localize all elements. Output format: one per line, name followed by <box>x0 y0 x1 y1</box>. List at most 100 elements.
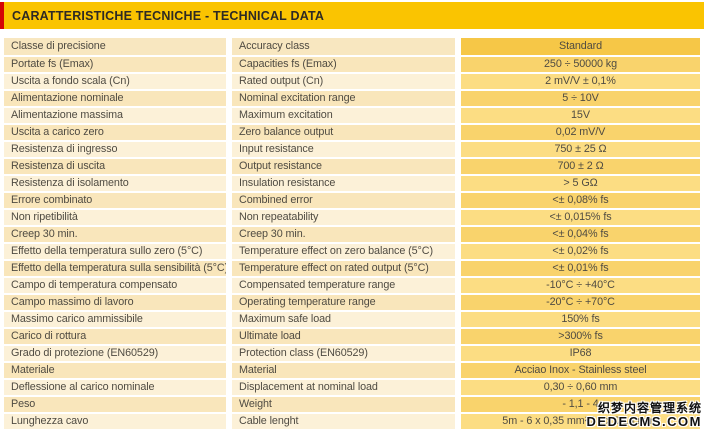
column-gap <box>455 227 461 244</box>
column-gap <box>455 176 461 193</box>
title-bar: CARATTERISTICHE TECNICHE - TECHNICAL DAT… <box>4 2 704 29</box>
column-gap <box>226 159 232 176</box>
row-label-english: Input resistance <box>232 142 455 159</box>
row-label-italian: Campo di temperatura compensato <box>4 278 226 295</box>
row-label-english: Compensated temperature range <box>232 278 455 295</box>
spec-table-header-row: Classe di precisione Accuracy class Stan… <box>4 38 700 57</box>
column-gap <box>226 397 232 414</box>
row-label-english: Creep 30 min. <box>232 227 455 244</box>
column-gap <box>455 278 461 295</box>
row-value: -10°C ÷ +40°C <box>461 278 700 295</box>
column-header-english: Accuracy class <box>232 38 455 57</box>
row-label-english: Maximum excitation <box>232 108 455 125</box>
column-gap <box>226 261 232 278</box>
table-row: Uscita a carico zero Zero balance output 0… <box>4 125 700 142</box>
table-row: Materiale Material Acciao Inox - Stainless… <box>4 363 700 380</box>
column-header-italian: Classe di precisione <box>4 38 226 57</box>
column-gap <box>455 244 461 261</box>
row-value: <± 0,015% fs <box>461 210 700 227</box>
row-label-italian: Massimo carico ammissibile <box>4 312 226 329</box>
column-gap <box>226 312 232 329</box>
row-label-italian: Lunghezza cavo <box>4 414 226 431</box>
row-label-english: Temperature effect on zero balance (5°C) <box>232 244 455 261</box>
row-value: -20°C ÷ +70°C <box>461 295 700 312</box>
row-value: 2 mV/V ± 0,1% <box>461 74 700 91</box>
row-value: 0,30 ÷ 0,60 mm <box>461 380 700 397</box>
row-value: 700 ± 2 Ω <box>461 159 700 176</box>
row-value: <± 0,01% fs <box>461 261 700 278</box>
row-value: 5m - 6 x 0,35 mm² / 6 x 0,14 mm² <box>461 414 700 431</box>
row-label-italian: Campo massimo di lavoro <box>4 295 226 312</box>
column-gap <box>455 363 461 380</box>
column-gap <box>226 227 232 244</box>
column-gap <box>455 346 461 363</box>
table-row: Carico di rottura Ultimate load >300% fs <box>4 329 700 346</box>
column-gap <box>455 397 461 414</box>
watermark: 织梦内容管理系统 DEDECMS.COM <box>587 401 702 429</box>
row-value: IP68 <box>461 346 700 363</box>
row-label-english: Material <box>232 363 455 380</box>
row-label-italian: Alimentazione nominale <box>4 91 226 108</box>
row-label-italian: Portate fs (Emax) <box>4 57 226 74</box>
column-gap <box>455 142 461 159</box>
row-label-italian: Effetto della temperatura sulla sensibil… <box>4 261 226 278</box>
row-value: <± 0,08% fs <box>461 193 700 210</box>
column-gap <box>455 91 461 108</box>
column-gap <box>455 329 461 346</box>
column-gap <box>455 57 461 74</box>
table-row: Campo massimo di lavoro Operating tempera… <box>4 295 700 312</box>
table-row: Campo di temperatura compensato Compensat… <box>4 278 700 295</box>
row-value: >300% fs <box>461 329 700 346</box>
row-label-english: Output resistance <box>232 159 455 176</box>
row-label-italian: Carico di rottura <box>4 329 226 346</box>
column-gap <box>455 414 461 431</box>
row-value: 0,02 mV/V <box>461 125 700 142</box>
column-gap <box>226 346 232 363</box>
table-row: Resistenza di uscita Output resistance 700… <box>4 159 700 176</box>
spec-table: Classe di precisione Accuracy class Stan… <box>4 38 700 431</box>
column-gap <box>226 380 232 397</box>
column-gap <box>455 108 461 125</box>
row-label-english: Rated output (Cn) <box>232 74 455 91</box>
column-gap <box>226 38 232 57</box>
row-label-english: Cable lenght <box>232 414 455 431</box>
column-gap <box>455 193 461 210</box>
row-label-english: Capacities fs (Emax) <box>232 57 455 74</box>
row-label-italian: Resistenza di isolamento <box>4 176 226 193</box>
table-row: Massimo carico ammissibile Maximum safe l… <box>4 312 700 329</box>
column-gap <box>455 159 461 176</box>
table-row: Grado di protezione (EN60529) Protection … <box>4 346 700 363</box>
row-value: 15V <box>461 108 700 125</box>
column-gap <box>455 261 461 278</box>
row-label-english: Ultimate load <box>232 329 455 346</box>
row-label-english: Operating temperature range <box>232 295 455 312</box>
row-label-italian: Deflessione al carico nominale <box>4 380 226 397</box>
row-label-italian: Creep 30 min. <box>4 227 226 244</box>
row-label-italian: Materiale <box>4 363 226 380</box>
row-label-english: Temperature effect on rated output (5°C) <box>232 261 455 278</box>
row-value: - 1,1 - 4 <box>461 397 700 414</box>
column-gap <box>226 295 232 312</box>
row-label-english: Non repeatability <box>232 210 455 227</box>
table-row: Portate fs (Emax) Capacities fs (Emax) 250… <box>4 57 700 74</box>
column-gap <box>226 176 232 193</box>
row-label-english: Weight <box>232 397 455 414</box>
table-row: Uscita a fondo scala (Cn) Rated output (C… <box>4 74 700 91</box>
table-row: Creep 30 min. Creep 30 min. <± 0,04% fs <box>4 227 700 244</box>
row-label-english: Zero balance output <box>232 125 455 142</box>
column-gap <box>455 210 461 227</box>
column-gap <box>226 329 232 346</box>
column-gap <box>226 91 232 108</box>
table-row: Lunghezza cavo Cable lenght 5m - 6 x 0,35 … <box>4 414 700 431</box>
table-row: Resistenza di isolamento Insulation resis… <box>4 176 700 193</box>
table-row: Alimentazione nominale Nominal excitation… <box>4 91 700 108</box>
table-row: Resistenza di ingresso Input resistance 75… <box>4 142 700 159</box>
table-row: Non ripetibilità Non repeatability <± 0,01… <box>4 210 700 227</box>
column-gap <box>226 210 232 227</box>
column-gap <box>455 125 461 142</box>
row-label-english: Nominal excitation range <box>232 91 455 108</box>
row-label-italian: Resistenza di uscita <box>4 159 226 176</box>
row-label-italian: Errore combinato <box>4 193 226 210</box>
red-accent-strip <box>0 2 4 29</box>
row-label-italian: Resistenza di ingresso <box>4 142 226 159</box>
